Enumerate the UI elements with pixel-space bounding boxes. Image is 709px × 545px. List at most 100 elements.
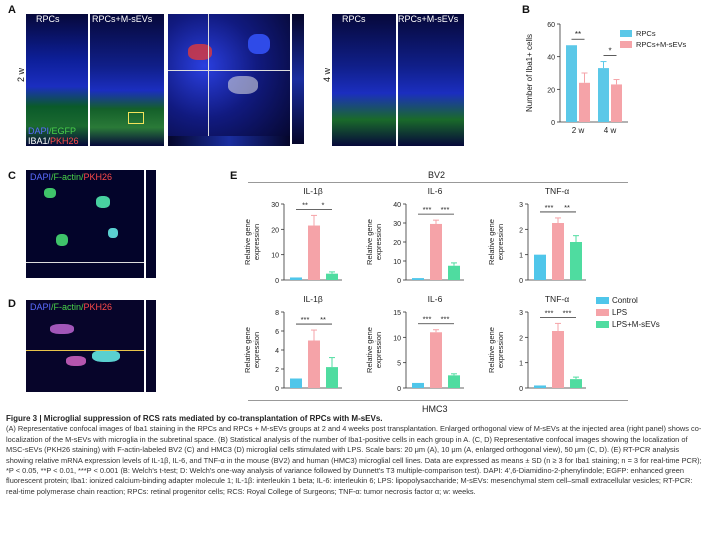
e-bar — [448, 265, 460, 280]
e-sig-label: *** — [545, 308, 554, 317]
e-ytick-label: 5 — [397, 361, 401, 368]
e-ytick-label: 10 — [271, 253, 279, 260]
e-title: IL-1β — [303, 186, 323, 196]
e-ytick-label: 10 — [393, 259, 401, 266]
e-sig-label: ** — [320, 315, 326, 324]
e-ylabel: Relative geneexpression — [487, 219, 505, 265]
e-title: IL-6 — [428, 186, 443, 196]
e-bar — [534, 385, 546, 388]
e-ylabel: Relative geneexpression — [365, 219, 383, 265]
e-ytick-label: 0 — [397, 386, 401, 393]
e-bar — [308, 225, 320, 280]
micrograph-c-ortho — [146, 170, 156, 278]
e-bar — [570, 379, 582, 388]
swatch-lps — [596, 309, 609, 317]
label-hmc3: HMC3 — [422, 404, 448, 414]
e-bar — [430, 223, 442, 280]
e-bar — [290, 378, 302, 388]
e-sig-label: * — [322, 200, 325, 209]
micrograph-a-msevs-4w — [398, 14, 464, 146]
e-bar — [326, 273, 338, 280]
b-bar — [598, 68, 609, 122]
e-sig-label: *** — [423, 315, 432, 324]
e-ytick-label: 6 — [275, 329, 279, 336]
e-ytick-label: 30 — [271, 202, 279, 209]
b-legend-label: RPCs — [636, 29, 656, 38]
legend-e-lps-msevs: LPS+M-sEVs — [596, 320, 660, 329]
e-bar — [326, 367, 338, 388]
stain-c-factin: /F-actin/ — [51, 172, 84, 182]
label-a-4w: 4 w — [322, 67, 333, 83]
e-title: IL-1β — [303, 294, 323, 304]
e-bar — [534, 254, 546, 280]
micrograph-a-msevs-2w — [90, 14, 164, 146]
e-ytick-label: 2 — [519, 335, 523, 342]
stain-dapi: DAPI — [28, 126, 50, 136]
b-bar — [566, 45, 577, 122]
e-sig-label: *** — [441, 315, 450, 324]
b-legend-swatch — [620, 41, 632, 48]
b-xtick-label: 4 w — [604, 126, 617, 135]
caption-body: (A) Representative confocal images of Ib… — [6, 424, 702, 496]
e-ytick-label: 0 — [519, 278, 523, 285]
swatch-lps-msevs — [596, 321, 609, 329]
b-ytick-label: 40 — [547, 55, 555, 62]
e-bar — [412, 278, 424, 280]
b-ytick-label: 0 — [551, 120, 555, 127]
caption-title: Figure 3 | Microglial suppression of RCS… — [6, 414, 383, 423]
label-a4-rpcs: RPCs — [342, 14, 366, 24]
chart-panel-b: 0 20 40 60 Number of Iba1+ cells ** 2 w * 4 w RPC… — [520, 10, 705, 160]
micrograph-d-ortho — [146, 300, 156, 392]
e-bar — [570, 242, 582, 280]
b-ytick-label: 60 — [547, 22, 555, 29]
e-title: TNF-α — [545, 186, 569, 196]
micrograph-a-ortho-bottom — [168, 136, 290, 146]
e-sig-label: *** — [423, 205, 432, 214]
e-ytick-label: 0 — [519, 386, 523, 393]
e-ytick-label: 0 — [275, 386, 279, 393]
stain-d-dapi: DAPI — [30, 302, 52, 312]
e-ytick-label: 2 — [519, 227, 523, 234]
figure-caption: Figure 3 | Microglial suppression of RCS… — [6, 414, 703, 497]
e-ylabel: Relative geneexpression — [365, 327, 383, 373]
b-sig-label: ** — [575, 30, 581, 39]
b-ytick-label: 20 — [547, 87, 555, 94]
stain-label-iba1-pkh: IBA1/PKH26 — [28, 136, 79, 146]
label-a-rpcs: RPCs — [36, 14, 60, 24]
e-bar — [448, 375, 460, 388]
stain-label-d: DAPI/F-actin/PKH26 — [30, 302, 112, 312]
label-a-2w: 2 w — [16, 67, 27, 83]
e-ytick-label: 10 — [393, 335, 401, 342]
e-sig-label: *** — [301, 315, 310, 324]
e-sig-label: ** — [564, 203, 570, 212]
e-sig-label: ** — [302, 200, 308, 209]
b-bar — [611, 84, 622, 122]
e-ytick-label: 2 — [275, 367, 279, 374]
e-bar — [412, 382, 424, 388]
swatch-control — [596, 297, 609, 305]
chart-panel-e-hmc3: IL-1β 0 2 4 6 8 Relative geneexpression *** ** IL… — [230, 292, 670, 402]
stain-label-c: DAPI/F-actin/PKH26 — [30, 172, 112, 182]
panel-label-a: A — [8, 4, 16, 16]
e-ytick-label: 3 — [519, 202, 523, 209]
stain-c-dapi: DAPI — [30, 172, 52, 182]
e-ytick-label: 1 — [519, 361, 523, 368]
e-ytick-label: 15 — [393, 310, 401, 317]
panel-label-c: C — [8, 170, 16, 182]
micrograph-a-enlarged — [168, 14, 290, 144]
micrograph-a-rpcs-4w — [332, 14, 396, 146]
e-ytick-label: 0 — [275, 278, 279, 285]
stain-iba1: IBA1/ — [28, 136, 51, 146]
e-ytick-label: 20 — [393, 240, 401, 247]
e-ytick-label: 20 — [271, 227, 279, 234]
b-legend-label: RPCs+M-sEVs — [636, 40, 686, 49]
e-bar — [308, 340, 320, 388]
e-ylabel: Relative geneexpression — [243, 219, 261, 265]
micrograph-a-rpcs-2w — [26, 14, 88, 146]
b-legend-swatch — [620, 30, 632, 37]
e-title: TNF-α — [545, 294, 569, 304]
panel-label-b: B — [522, 4, 530, 16]
e-ytick-label: 3 — [519, 310, 523, 317]
legend-e-control: Control — [596, 296, 638, 305]
stain-label-dapi-egfp: DAPI/EGFP — [28, 126, 76, 136]
